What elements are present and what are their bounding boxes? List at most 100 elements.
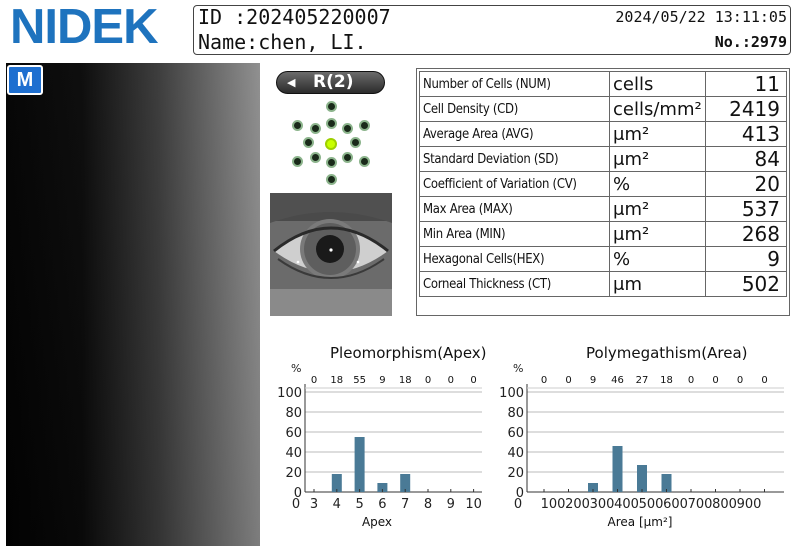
- y-tick-label: 60: [285, 426, 302, 441]
- x-tick-label: 0: [514, 497, 522, 512]
- parameter-row: Average Area (AVG) μm² 413: [419, 121, 787, 147]
- x-tick-label: 0: [292, 497, 300, 512]
- x-tick-label: 7: [401, 497, 409, 512]
- bar: [377, 483, 388, 492]
- parameter-name: Standard Deviation (SD): [419, 146, 610, 172]
- x-tick-label: 9: [447, 497, 455, 512]
- parameter-value: 84: [705, 146, 787, 172]
- fixation-point[interactable]: [350, 137, 361, 148]
- fixation-point[interactable]: [326, 118, 337, 129]
- fixation-target-map: [290, 99, 374, 189]
- parameter-unit: μm²: [609, 221, 706, 247]
- x-tick-label: 10: [465, 497, 482, 512]
- y-tick-label: 20: [285, 466, 302, 481]
- nidek-logo: NIDEK: [10, 0, 158, 54]
- data-label: 18: [399, 375, 412, 386]
- data-label: 0: [448, 375, 454, 386]
- data-label: 0: [311, 375, 317, 386]
- fixation-point[interactable]: [310, 123, 321, 134]
- data-label: 9: [590, 375, 596, 386]
- patient-name: Name:chen, LI.: [198, 30, 367, 54]
- parameter-value: 413: [705, 121, 787, 147]
- patient-info-box: [193, 5, 791, 55]
- data-label: 9: [379, 375, 385, 386]
- manual-mode-badge[interactable]: M: [7, 65, 43, 95]
- y-unit-label: %: [513, 362, 523, 375]
- x-tick-label: 400: [614, 497, 639, 512]
- parameter-row: Coefficient of Variation (CV)% 20: [419, 171, 787, 197]
- y-tick-label: 0: [516, 486, 524, 501]
- fixation-point[interactable]: [303, 137, 314, 148]
- chart-title-polymegathism: Polymegathism(Area): [586, 344, 748, 362]
- bar: [588, 483, 598, 492]
- x-axis-label: Area [μm²]: [608, 515, 673, 529]
- y-tick-label: 80: [285, 406, 302, 421]
- fixation-point[interactable]: [359, 120, 370, 131]
- x-tick-label: 200: [565, 497, 590, 512]
- parameter-row: Cell Density (CD) cells/mm² 2419: [419, 96, 787, 122]
- left-arrow-icon: ◀: [287, 76, 296, 89]
- fixation-point[interactable]: [326, 101, 337, 112]
- x-axis-label: Apex: [362, 515, 392, 529]
- parameter-unit: %: [609, 246, 706, 272]
- parameter-table-frame: [416, 68, 790, 316]
- parameter-unit: μm²: [609, 196, 706, 222]
- specular-endothelium-image[interactable]: [6, 63, 260, 546]
- x-tick-label: 600: [663, 497, 688, 512]
- parameter-name: Cell Density (CD): [419, 96, 610, 122]
- fixation-point[interactable]: [310, 152, 321, 163]
- x-tick-label: 5: [355, 497, 363, 512]
- x-tick-label: 900: [737, 497, 762, 512]
- parameter-table: Number of Cells (NUM) cells 11 Cell Density…: [419, 71, 787, 297]
- chart-title-pleomorphism: Pleomorphism(Apex): [330, 344, 487, 362]
- parameter-name: Hexagonal Cells(HEX): [419, 246, 610, 272]
- parameter-row: Max Area (MAX) μm² 537: [419, 196, 787, 222]
- eye-selector-button[interactable]: ◀ R(2): [276, 71, 385, 94]
- y-tick-label: 60: [507, 426, 524, 441]
- fixation-point[interactable]: [359, 156, 370, 167]
- parameter-name: Min Area (MIN): [419, 221, 610, 247]
- fixation-point[interactable]: [326, 157, 337, 168]
- parameter-name: Average Area (AVG): [419, 121, 610, 147]
- data-label: 55: [353, 375, 366, 386]
- parameter-row: Number of Cells (NUM) cells 11: [419, 71, 787, 97]
- parameter-row: Corneal Thickness (CT) μm 502: [419, 271, 787, 297]
- data-label: 0: [470, 375, 476, 386]
- parameter-unit: cells/mm²: [609, 96, 706, 122]
- x-tick-label: 4: [333, 497, 341, 512]
- x-tick-label: 3: [310, 497, 318, 512]
- eye-selector-label: R(2): [313, 72, 354, 92]
- data-label: 0: [425, 375, 431, 386]
- parameter-value: 268: [705, 221, 787, 247]
- x-tick-label: 8: [424, 497, 432, 512]
- x-tick-label: 800: [712, 497, 737, 512]
- parameter-row: Hexagonal Cells(HEX)% 9: [419, 246, 787, 272]
- parameter-unit: μm²: [609, 146, 706, 172]
- bar: [612, 446, 623, 492]
- y-tick-label: 40: [285, 446, 302, 461]
- parameter-row: Min Area (MIN) μm² 268: [419, 221, 787, 247]
- data-label: 0: [712, 375, 718, 386]
- data-label: 46: [611, 375, 624, 386]
- fixation-point[interactable]: [342, 152, 353, 163]
- parameter-unit: cells: [609, 71, 706, 97]
- parameter-value: 502: [705, 271, 787, 297]
- fixation-point[interactable]: [342, 123, 353, 134]
- y-tick-label: 100: [499, 386, 524, 401]
- fixation-point[interactable]: [292, 156, 303, 167]
- data-label: 27: [636, 375, 649, 386]
- parameter-row: Standard Deviation (SD) μm² 84: [419, 146, 787, 172]
- x-tick-label: 700: [688, 497, 713, 512]
- bar: [637, 465, 647, 492]
- fixation-point[interactable]: [326, 174, 337, 185]
- y-tick-label: 100: [277, 386, 302, 401]
- x-tick-label: 300: [590, 497, 615, 512]
- fixation-point[interactable]: [292, 120, 303, 131]
- bar: [661, 474, 672, 492]
- parameter-value: 537: [705, 196, 787, 222]
- x-tick-label: 6: [378, 497, 386, 512]
- y-tick-label: 40: [507, 446, 524, 461]
- fixation-point-active[interactable]: [325, 138, 337, 150]
- data-label: 0: [761, 375, 767, 386]
